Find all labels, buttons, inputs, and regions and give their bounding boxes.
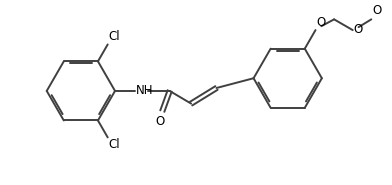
Text: Cl: Cl bbox=[109, 138, 120, 151]
Text: O: O bbox=[316, 16, 326, 29]
Text: O: O bbox=[372, 4, 381, 17]
Text: Cl: Cl bbox=[109, 31, 120, 43]
Text: O: O bbox=[156, 115, 165, 128]
Text: NH: NH bbox=[136, 84, 153, 97]
Text: O: O bbox=[354, 23, 363, 36]
